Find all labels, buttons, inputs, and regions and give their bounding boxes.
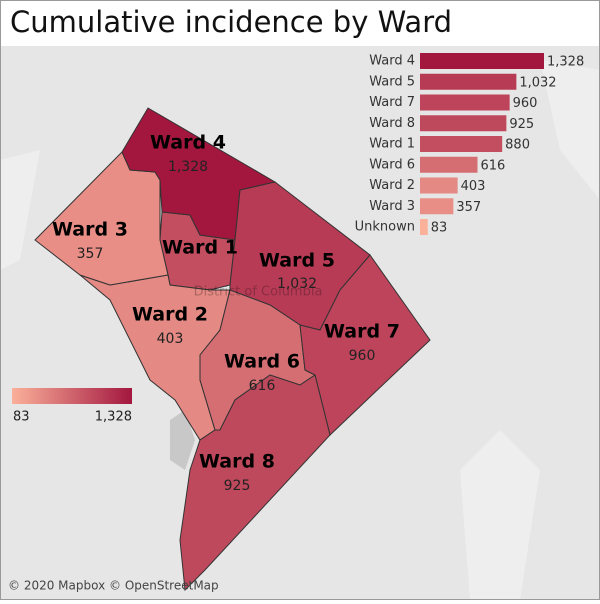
- ward-value: 960: [349, 348, 376, 364]
- ward-name: Ward 3: [52, 219, 128, 241]
- ward-value: 1,032: [277, 276, 317, 292]
- ward-area[interactable]: [179, 374, 331, 592]
- value-label: 83: [431, 221, 448, 236]
- value-label: 357: [456, 200, 481, 215]
- bar-label: Ward 3: [369, 199, 415, 214]
- title: Cumulative incidence by Ward: [10, 5, 452, 39]
- value-label: 925: [509, 117, 534, 132]
- legend-ramp: [12, 388, 132, 404]
- bar[interactable]: [420, 73, 517, 90]
- bar[interactable]: [420, 156, 478, 173]
- bar-label: Ward 1: [369, 137, 415, 152]
- value-label: 1,032: [519, 75, 556, 90]
- ward-area[interactable]: [299, 254, 431, 436]
- value-label: 616: [481, 158, 506, 173]
- bar[interactable]: [420, 94, 510, 111]
- bar-label: Ward 8: [369, 116, 415, 131]
- ward-name: Ward 4: [150, 132, 226, 154]
- title-band: [0, 0, 600, 46]
- bar-label: Ward 5: [369, 74, 415, 89]
- ward-value: 925: [224, 478, 251, 494]
- bar[interactable]: [420, 53, 544, 69]
- legend-max: 1,328: [95, 410, 132, 425]
- bar-label: Ward 7: [369, 95, 415, 110]
- ward-name: Ward 2: [132, 304, 208, 326]
- ward-value: 616: [249, 378, 276, 394]
- bar[interactable]: [420, 219, 428, 235]
- value-label: 403: [461, 179, 486, 194]
- bar[interactable]: [420, 136, 503, 152]
- river: [170, 410, 195, 470]
- value-label: 1,328: [547, 55, 584, 70]
- place-label: District of Columbia: [194, 285, 323, 300]
- attribution: © 2020 Mapbox © OpenStreetMap: [8, 579, 219, 593]
- bar[interactable]: [420, 198, 454, 215]
- ward-name: Ward 5: [259, 250, 335, 272]
- bar-label: Unknown: [355, 220, 415, 235]
- ward-name: Ward 7: [324, 321, 400, 343]
- ward-name: Ward 1: [162, 237, 238, 259]
- value-label: 880: [505, 138, 530, 153]
- ward-name: Ward 6: [224, 351, 300, 373]
- legend-min: 83: [13, 410, 30, 425]
- ward-area[interactable]: [121, 107, 277, 241]
- bar-label: Ward 2: [369, 178, 415, 193]
- ward-value: 1,328: [168, 159, 208, 175]
- ward-name: Ward 8: [199, 451, 275, 473]
- bar[interactable]: [420, 115, 507, 132]
- value-label: 960: [513, 96, 538, 111]
- ward-value: 403: [157, 331, 184, 347]
- bar[interactable]: [420, 177, 458, 194]
- bar-label: Ward 6: [369, 157, 415, 172]
- bar-label: Ward 4: [369, 54, 415, 69]
- ward-value: 357: [77, 246, 104, 262]
